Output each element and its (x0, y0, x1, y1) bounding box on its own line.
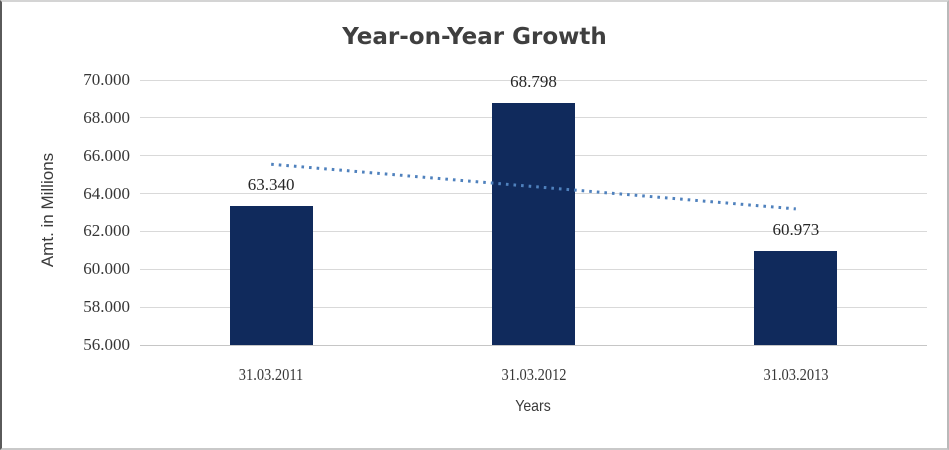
y-tick-label: 66.000 (83, 145, 130, 165)
y-tick-label: 70.000 (83, 70, 130, 89)
gridline (140, 79, 927, 81)
y-axis-title: Amt. in Millions (38, 152, 57, 268)
y-tick-label: 56.000 (83, 335, 130, 354)
x-tick-label: 31.03.2011 (238, 365, 304, 384)
y-tick-label: 64.000 (83, 183, 130, 203)
trendline (271, 162, 796, 211)
bar-data-label: 68.798 (510, 71, 557, 91)
bar-data-label: 63.340 (247, 175, 295, 195)
x-axis-line (140, 344, 927, 346)
y-tick-label: 58.000 (83, 297, 130, 317)
bar-31.03.2012 (492, 102, 575, 345)
chart-title: Year-on-Year Growth (342, 24, 607, 50)
x-tick-label: 31.03.2013 (763, 365, 829, 384)
plot-area: 63.340 68.798 60.973 (140, 72, 927, 346)
x-axis-title: Years (515, 398, 551, 415)
x-tick-label: 31.03.2012 (500, 365, 567, 384)
bar-data-label: 60.973 (772, 219, 820, 239)
bar-31.03.2011 (229, 206, 313, 345)
y-tick-label: 60.000 (83, 259, 130, 279)
trendline-layer (271, 162, 796, 211)
y-tick-label: 68.000 (83, 107, 130, 127)
bar-31.03.2013 (754, 250, 838, 345)
y-tick-label: 62.000 (83, 221, 130, 241)
